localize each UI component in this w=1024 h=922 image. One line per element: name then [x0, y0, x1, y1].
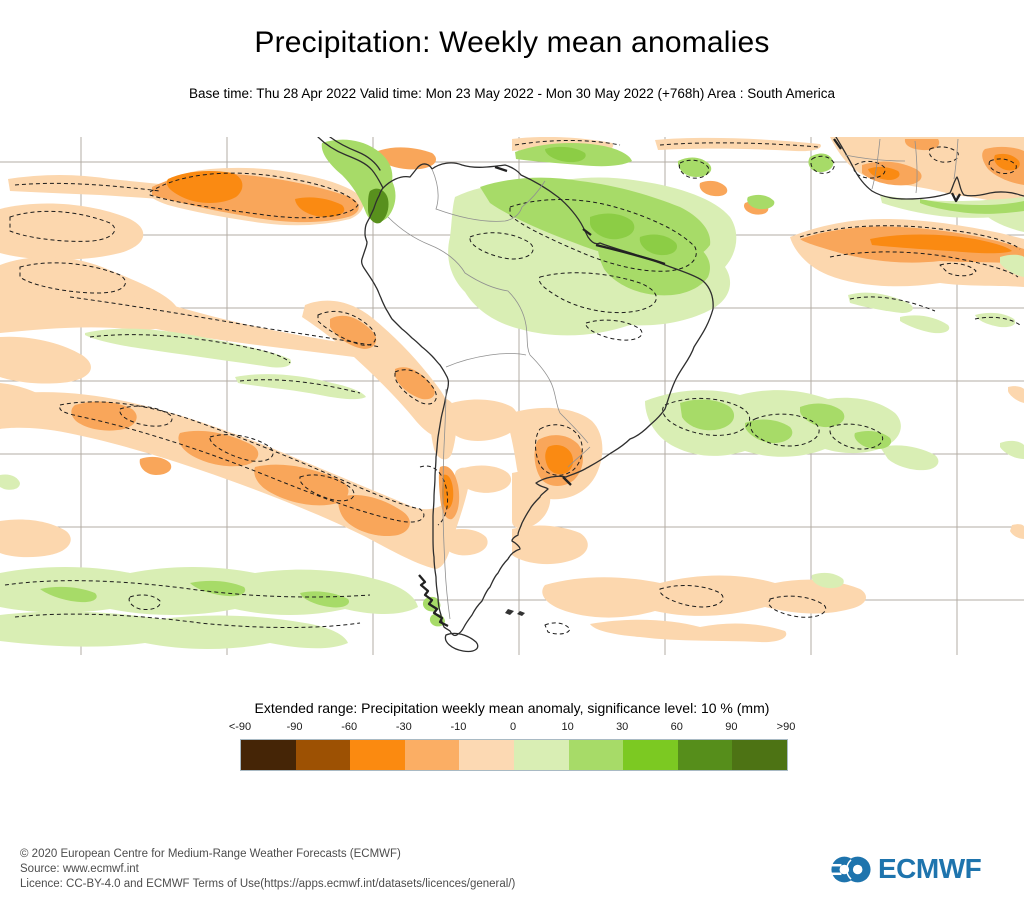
legend-tick: >90 [776, 721, 796, 733]
legend-tick: <-90 [228, 721, 252, 733]
legend-color-cell [677, 740, 733, 770]
source-line: Source: www.ecmwf.int [20, 863, 139, 875]
legend-title: Extended range: Precipitation weekly mea… [254, 700, 770, 716]
anomaly-map [0, 136, 1024, 655]
africa-coastline [835, 136, 1024, 200]
legend-color-cell [732, 740, 787, 770]
legend-color-cell [404, 740, 460, 770]
significance-contours [4, 140, 1021, 635]
legend-color-cell [568, 740, 624, 770]
legend-color-cell [350, 740, 405, 770]
legend-tick: 60 [670, 721, 683, 733]
copyright-line: © 2020 European Centre for Medium-Range … [20, 848, 401, 860]
anomaly-negative-strong [166, 153, 1020, 509]
footer: © 2020 European Centre for Medium-Range … [20, 847, 515, 892]
legend-color-cell [623, 740, 678, 770]
legend-tick: 10 [561, 721, 574, 733]
legend-tick: -30 [395, 721, 412, 733]
legend-color-cell [295, 740, 351, 770]
legend-color-cell [241, 740, 296, 770]
licence-line: Licence: CC-BY-4.0 and ECMWF Terms of Us… [20, 878, 516, 890]
south-america-coastline [360, 162, 714, 637]
legend-tick: 0 [509, 721, 517, 733]
legend-tick: -10 [450, 721, 467, 733]
anomaly-map-svg [0, 136, 1024, 655]
page-title: Precipitation: Weekly mean anomalies [254, 26, 770, 59]
base-valid-time-subtitle: Base time: Thu 28 Apr 2022 Valid time: M… [189, 86, 835, 101]
legend-color-cell [459, 740, 514, 770]
coastlines [317, 136, 1024, 653]
legend-tick: -90 [286, 721, 303, 733]
anomaly-positive-strong [368, 146, 678, 256]
legend-color-cell [513, 740, 569, 770]
legend-tick: 30 [616, 721, 629, 733]
ecmwf-logo: ECMWF [830, 853, 982, 885]
legend-tick: -60 [341, 721, 358, 733]
ecmwf-logo-icon [830, 856, 871, 882]
country-borders [387, 138, 959, 620]
legend-ticks: <-90 -90 -60 -30 -10 0 10 30 60 90 >90 [229, 721, 796, 735]
legend-colorbar [240, 739, 788, 771]
legend-tick: 90 [725, 721, 738, 733]
ecmwf-logo-text: ECMWF [878, 853, 982, 884]
